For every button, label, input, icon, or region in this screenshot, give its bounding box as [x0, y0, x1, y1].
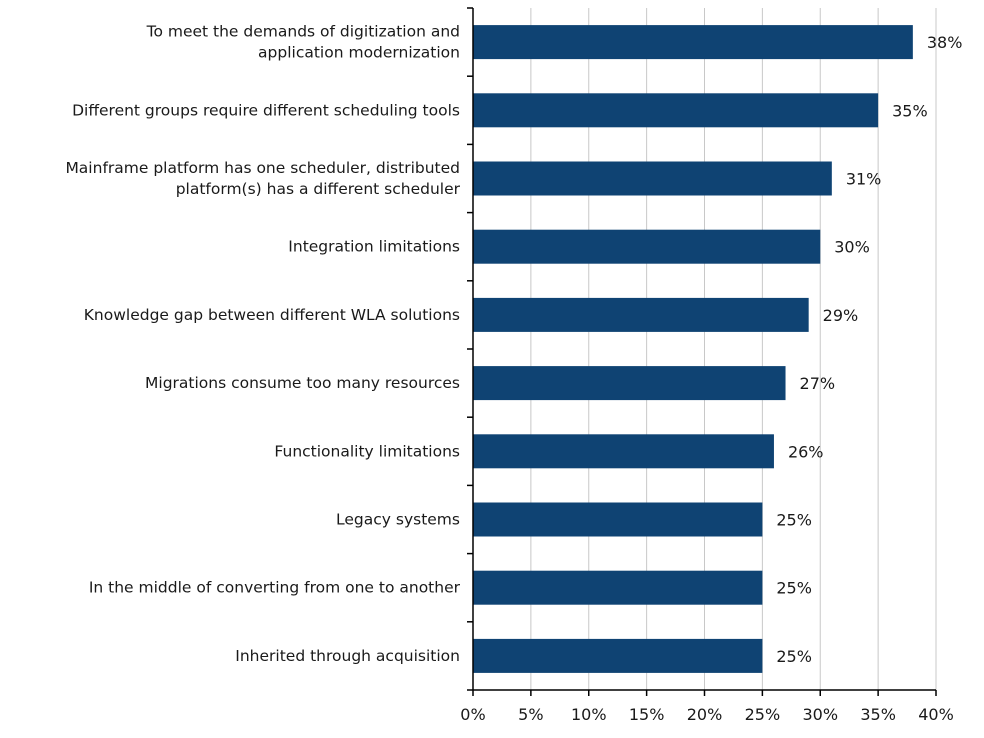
data-label: 25%: [776, 511, 812, 530]
category-label: Migrations consume too many resources: [145, 374, 460, 392]
x-tick-labels: 0% 5% 10% 15% 20% 25% 30% 35% 40%: [460, 705, 953, 724]
category-label: Different groups require different sched…: [72, 101, 460, 119]
bar: [473, 93, 879, 128]
data-label: 26%: [788, 442, 824, 461]
bar: [473, 297, 809, 332]
bar: [473, 434, 774, 469]
x-tick-label: 35%: [860, 705, 896, 724]
category-label: Inherited through acquisition: [235, 647, 460, 665]
category-labels: To meet the demands of digitization and a…: [65, 23, 460, 665]
category-label: Knowledge gap between different WLA solu…: [84, 306, 460, 324]
x-tick-label: 0%: [460, 705, 485, 724]
data-label: 31%: [846, 170, 882, 189]
data-label: 38%: [927, 33, 963, 52]
data-label: 35%: [892, 101, 928, 120]
value-labels: 38% 35% 31% 30% 29% 27% 26% 25% 25% 25%: [776, 33, 962, 666]
x-tick-label: 15%: [629, 705, 665, 724]
bars: [473, 25, 913, 673]
bar: [473, 570, 763, 605]
data-label: 25%: [776, 579, 812, 598]
category-label: Mainframe platform has one scheduler, di…: [65, 159, 460, 198]
x-tick-label: 20%: [687, 705, 723, 724]
bar: [473, 638, 763, 673]
data-label: 30%: [834, 238, 870, 257]
x-tick-label: 30%: [802, 705, 838, 724]
data-label: 29%: [823, 306, 859, 325]
x-tick-label: 40%: [918, 705, 954, 724]
bar: [473, 25, 913, 60]
bar: [473, 161, 832, 196]
category-label: Integration limitations: [288, 238, 460, 256]
x-tick-label: 5%: [518, 705, 543, 724]
category-label: To meet the demands of digitization and a…: [146, 23, 460, 62]
bar: [473, 366, 786, 401]
category-label: In the middle of converting from one to …: [89, 579, 461, 597]
axes: [467, 7, 937, 696]
x-tick-label: 10%: [571, 705, 607, 724]
bar: [473, 229, 821, 264]
category-label: Legacy systems: [336, 511, 460, 529]
bar: [473, 502, 763, 537]
category-label: Functionality limitations: [274, 442, 460, 460]
x-tick-label: 25%: [745, 705, 781, 724]
data-label: 27%: [800, 374, 836, 393]
data-label: 25%: [776, 647, 812, 666]
